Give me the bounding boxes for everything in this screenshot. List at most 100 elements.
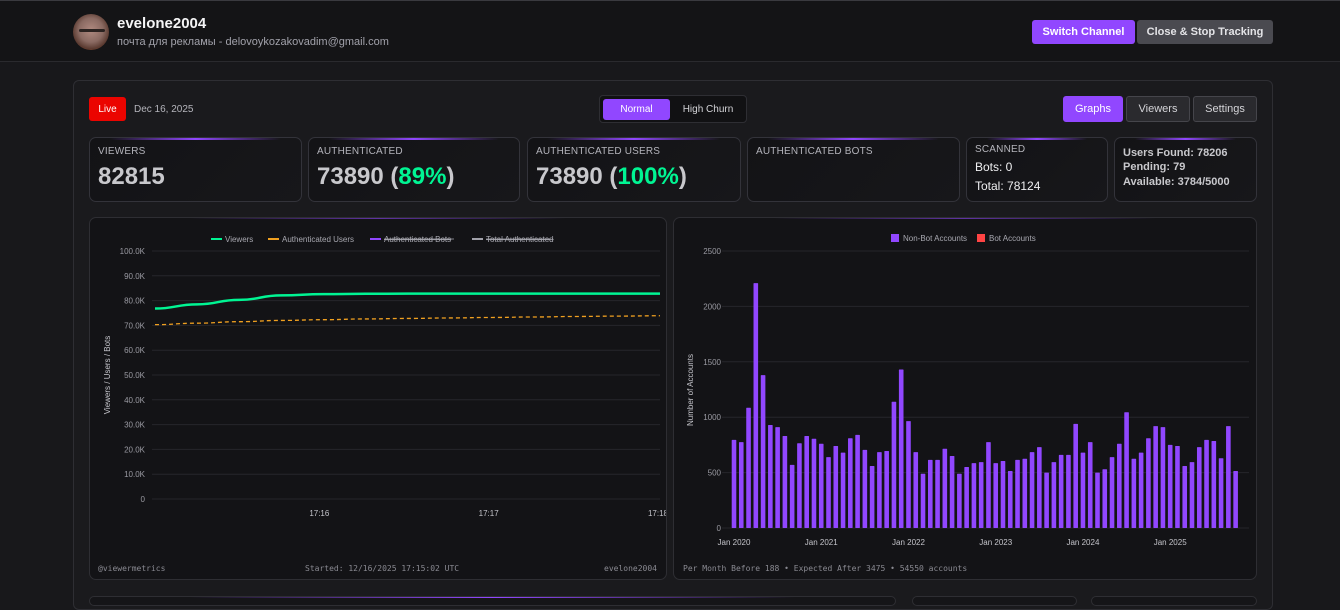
bar-non-bot — [1044, 472, 1049, 528]
bar-non-bot — [891, 401, 897, 528]
bar-non-bot — [826, 457, 831, 528]
bar-non-bot — [978, 462, 984, 528]
stat-value: 73890 (100%) — [536, 163, 687, 190]
live-badge: Live — [89, 97, 126, 121]
y-tick-label: 0 — [141, 495, 146, 504]
stat-card-viewers: VIEWERS 82815 — [89, 137, 302, 202]
y-tick-label: 50.0K — [124, 371, 146, 380]
bar-non-bot — [1102, 469, 1108, 528]
stat-label: VIEWERS — [98, 146, 146, 157]
bar-non-bot — [804, 436, 809, 528]
chart-footer-left: @viewermetrics — [98, 564, 166, 573]
bar-non-bot — [1051, 462, 1057, 528]
stat-card-scanned: SCANNED Bots: 0 Total: 78124 — [966, 137, 1108, 202]
switch-channel-button[interactable]: Switch Channel — [1032, 20, 1135, 44]
bar-non-bot — [1175, 446, 1180, 528]
bar-non-bot — [1022, 458, 1028, 528]
bar-non-bot — [1087, 442, 1093, 528]
avatar — [73, 14, 109, 50]
mode-high-churn[interactable]: High Churn — [682, 104, 734, 115]
stream-date: Dec 16, 2025 — [134, 104, 194, 115]
bar-non-bot — [1226, 426, 1231, 528]
bar-non-bot — [738, 442, 744, 528]
tab-graphs[interactable]: Graphs — [1063, 96, 1123, 122]
bar-non-bot — [884, 450, 889, 528]
bar-non-bot — [986, 442, 991, 528]
legend-label: Authenticated Users — [282, 235, 354, 244]
y-tick-label: 70.0K — [124, 321, 146, 330]
y-tick-label: 20.0K — [124, 445, 146, 454]
bar-non-bot — [1095, 472, 1100, 528]
bar-non-bot — [731, 439, 737, 528]
bar-non-bot — [898, 369, 904, 528]
viewers-line-chart: 0 10.0K 20.0K 30.0K 40.0K 50.0K 60.0K 70.0K 80.0… — [89, 217, 667, 580]
bar-non-bot — [753, 283, 759, 528]
stat-card-authenticated: AUTHENTICATED 73890 (89%) — [308, 137, 520, 202]
stat-card-users-found: Users Found: 78206 Pending: 79 Available… — [1114, 137, 1257, 202]
accounts-bar-chart: 0 500 1000 1500 2000 2500 Number of Accounts No… — [673, 217, 1257, 580]
bar-non-bot — [1189, 462, 1195, 528]
legend-swatch — [977, 234, 985, 242]
bar-non-bot — [949, 455, 955, 528]
stat-number: 73890 — [317, 163, 384, 190]
bar-non-bot — [1218, 458, 1224, 528]
x-tick-label: 17:18 — [648, 509, 667, 518]
bar-non-bot — [1058, 454, 1064, 528]
users-found: Users Found: 78206 — [1123, 147, 1228, 159]
tab-settings[interactable]: Settings — [1193, 96, 1257, 122]
bar-non-bot — [1015, 459, 1020, 528]
mode-toggle: Normal High Churn — [599, 95, 747, 123]
y-tick-label: 80.0K — [124, 297, 146, 306]
bar-non-bot — [1066, 454, 1071, 528]
bar-non-bot — [848, 438, 853, 528]
bar-non-bot — [1211, 441, 1217, 528]
bar-non-bot — [957, 473, 962, 528]
y-axis-label: Number of Accounts — [686, 354, 695, 426]
bar-non-bot — [782, 436, 788, 528]
bar-non-bot — [775, 427, 780, 528]
legend-label: Total Authenticated — [486, 235, 554, 244]
x-tick-label: Jan 2022 — [892, 538, 925, 547]
mode-normal[interactable]: Normal — [603, 99, 670, 120]
users-available: Available: 3784/5000 — [1123, 176, 1230, 188]
x-tick-label: 17:17 — [479, 509, 500, 518]
y-axis-label: Viewers / Users / Bots — [103, 336, 112, 415]
y-tick-label: 1000 — [703, 413, 721, 422]
legend-label: Authenticated Bots — [384, 235, 451, 244]
stat-value: 73890 (89%) — [317, 163, 455, 190]
users-pending: Pending: 79 — [1123, 161, 1186, 173]
x-tick-label: Jan 2020 — [718, 538, 751, 547]
y-tick-label: 2000 — [703, 302, 721, 311]
bar-non-bot — [789, 464, 795, 528]
legend-swatch — [891, 234, 899, 242]
bar-chart-svg: 0 500 1000 1500 2000 2500 Number of Accounts No… — [686, 234, 1249, 547]
y-tick-label: 60.0K — [124, 346, 146, 355]
viewers-line — [154, 292, 660, 310]
authenticated-users-line — [154, 315, 661, 326]
bar-non-bot — [1117, 443, 1122, 528]
bar-non-bot — [1109, 457, 1115, 528]
bar-non-bot — [1233, 470, 1238, 528]
bar-non-bot — [760, 375, 766, 528]
bar-non-bot — [869, 465, 875, 528]
y-tick-label: 10.0K — [124, 470, 146, 479]
stat-percent: 89% — [398, 163, 447, 190]
legend-label: Bot Accounts — [989, 234, 1036, 243]
bottom-panel-middle — [912, 596, 1077, 606]
bar-non-bot — [1124, 412, 1129, 528]
line-chart-svg: 0 10.0K 20.0K 30.0K 40.0K 50.0K 60.0K 70.0K 80.0… — [103, 235, 667, 518]
channel-description: почта для рекламы - delovoykozakovadim@g… — [117, 36, 389, 48]
y-tick-label: 90.0K — [124, 272, 146, 281]
y-tick-label: 30.0K — [124, 421, 146, 430]
bar-non-bot — [913, 452, 919, 528]
bar-non-bot — [935, 459, 940, 528]
tab-viewers[interactable]: Viewers — [1126, 96, 1190, 122]
bar-non-bot — [1007, 470, 1013, 528]
y-tick-label: 0 — [717, 524, 722, 533]
bar-non-bot — [1073, 423, 1078, 528]
x-tick-label: Jan 2021 — [805, 538, 838, 547]
bar-non-bot — [964, 467, 969, 528]
stat-percent: 100% — [617, 163, 679, 190]
close-stop-tracking-button[interactable]: Close & Stop Tracking — [1137, 20, 1273, 44]
stat-number: 73890 — [536, 163, 603, 190]
